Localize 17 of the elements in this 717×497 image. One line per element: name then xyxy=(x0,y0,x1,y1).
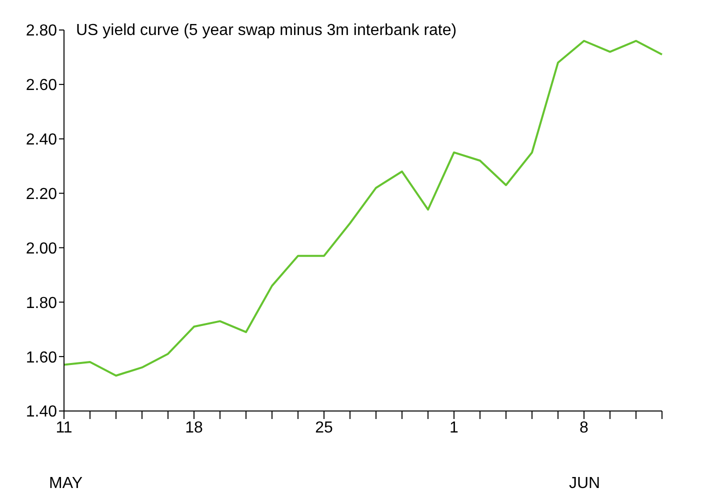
y-tick-label: 1.40 xyxy=(26,404,58,421)
y-tick-label: 2.00 xyxy=(26,240,58,258)
x-tick-label: 18 xyxy=(185,419,203,436)
y-tick-label: 2.20 xyxy=(26,186,58,203)
y-tick-label: 2.40 xyxy=(26,132,58,149)
y-tick-label: 2.60 xyxy=(26,77,58,94)
text: MAY xyxy=(49,475,82,493)
x-tick-label: 8 xyxy=(580,419,589,436)
chart-title: US yield curve (5 year swap minus 3m interbank rate) xyxy=(76,22,457,40)
y-tick-label: 1.60 xyxy=(26,349,58,366)
text: JUN xyxy=(569,475,600,493)
line-series xyxy=(63,40,663,377)
x-tick-label: 11 xyxy=(56,419,72,436)
x-tick-label: 25 xyxy=(315,419,333,436)
x-tick-label: 1 xyxy=(450,419,459,436)
y-tick-label: 1.80 xyxy=(26,294,58,312)
y-tick-label: 2.80 xyxy=(26,22,58,40)
